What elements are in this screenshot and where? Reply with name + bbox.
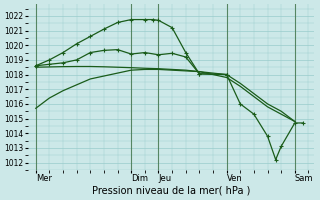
X-axis label: Pression niveau de la mer( hPa ): Pression niveau de la mer( hPa ) [92,186,250,196]
